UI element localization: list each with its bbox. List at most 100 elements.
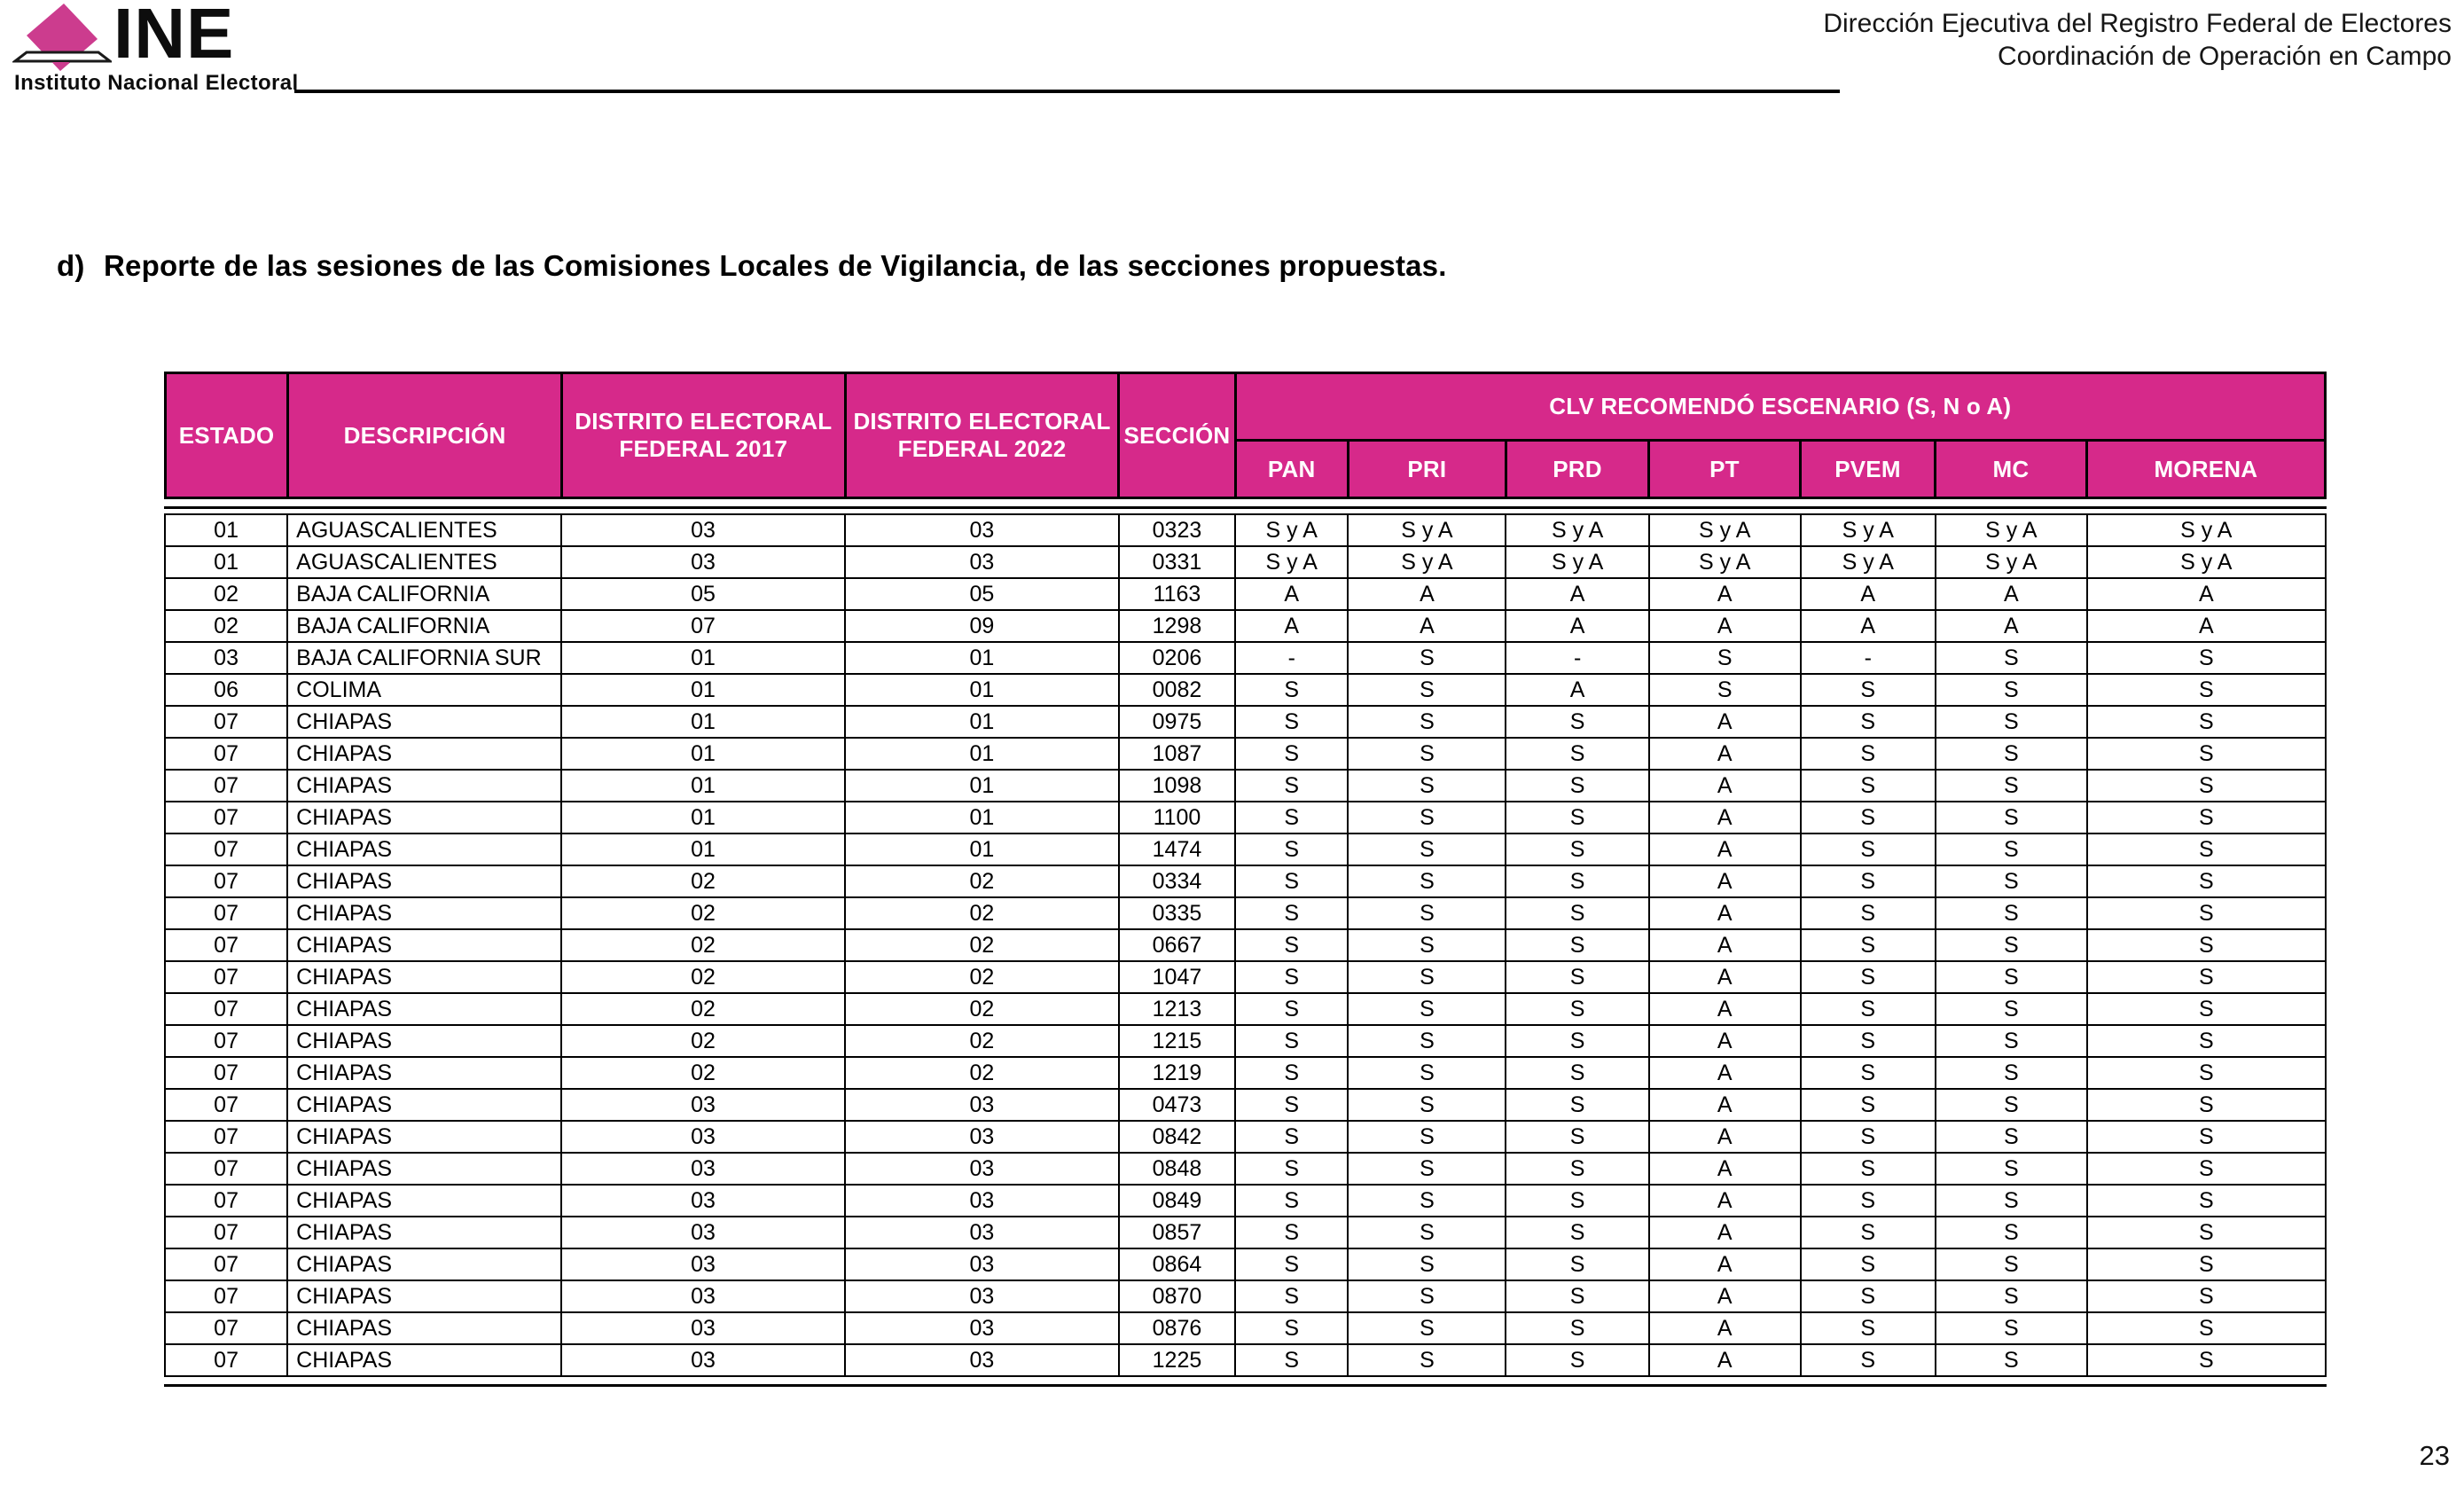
table-cell: S	[2085, 673, 2327, 707]
table-cell: 1225	[1117, 1343, 1237, 1377]
cell-descripcion: AGUASCALIENTES	[286, 545, 563, 579]
cell-descripcion: CHIAPAS	[286, 1184, 563, 1217]
logo-name: Instituto Nacional Electoral	[14, 71, 299, 95]
table-cell: 02	[560, 896, 846, 930]
table-cell: 02	[163, 577, 289, 611]
table-cell: S	[1347, 641, 1507, 675]
table-cell: S	[1799, 769, 1937, 802]
table-cell: S y A	[2085, 513, 2327, 547]
table-cell: A	[1647, 705, 1802, 739]
table-row: 07 CHIAPAS 03 03 0842 S S S A S S S	[163, 1120, 2327, 1154]
table-cell: S	[1799, 1280, 1937, 1313]
col-header-estado: ESTADO	[163, 372, 290, 499]
table-cell: 03	[843, 1216, 1120, 1249]
table-cell: S	[1505, 1311, 1650, 1345]
table-cell: 01	[843, 641, 1120, 675]
table-cell: S	[1505, 1024, 1650, 1058]
table-cell: S	[1234, 960, 1349, 994]
table-cell: A	[2085, 577, 2327, 611]
table-cell: 03	[843, 513, 1120, 547]
cell-descripcion: CHIAPAS	[286, 705, 563, 739]
table-cell: S	[1799, 737, 1937, 771]
table-cell: 07	[163, 801, 289, 834]
table-cell: S	[1799, 1216, 1937, 1249]
logo-acronym: INE	[113, 0, 235, 73]
table-cell: S	[1799, 1248, 1937, 1281]
table-cell: A	[1505, 609, 1650, 643]
table-cell: 01	[560, 705, 846, 739]
table-cell: S	[1234, 1280, 1349, 1313]
table-cell: A	[1647, 1343, 1802, 1377]
table-cell: S	[1234, 705, 1349, 739]
table-cell: S	[1505, 896, 1650, 930]
table-cell: 01	[843, 705, 1120, 739]
table-cell: 0876	[1117, 1311, 1237, 1345]
table-cell: S	[1799, 992, 1937, 1026]
table-cell: 03	[843, 1184, 1120, 1217]
table-cell: S	[1935, 1120, 2088, 1154]
table-cell: S	[1347, 928, 1507, 962]
table-cell: S	[2085, 705, 2327, 739]
col-header-pan: PAN	[1233, 439, 1349, 499]
table-cell: S	[1799, 896, 1937, 930]
table-cell: 05	[560, 577, 846, 611]
table-cell: 03	[163, 641, 289, 675]
table-cell: S	[1234, 801, 1349, 834]
table-cell: S	[1799, 1120, 1937, 1154]
col-header-pri: PRI	[1346, 439, 1507, 499]
table-cell: 1474	[1117, 833, 1237, 866]
table-cell: 0864	[1117, 1248, 1237, 1281]
table-cell: A	[1647, 737, 1802, 771]
cell-descripcion: CHIAPAS	[286, 833, 563, 866]
table-cell: S	[2085, 769, 2327, 802]
table-cell: S	[1347, 737, 1507, 771]
table-row: 07 CHIAPAS 03 03 0870 S S S A S S S	[163, 1280, 2327, 1313]
cell-descripcion: CHIAPAS	[286, 1311, 563, 1345]
table-row: 07 CHIAPAS 02 02 0335 S S S A S S S	[163, 896, 2327, 930]
table-cell: S	[1505, 737, 1650, 771]
table-cell: 01	[843, 833, 1120, 866]
table-cell: S	[1347, 1248, 1507, 1281]
table-cell: S y A	[1935, 545, 2088, 579]
table-cell: S	[1505, 1120, 1650, 1154]
table-cell: 07	[163, 705, 289, 739]
table-cell: S	[1234, 928, 1349, 962]
table-cell: S	[1799, 801, 1937, 834]
table-row: 07 CHIAPAS 02 02 1047 S S S A S S S	[163, 960, 2327, 994]
table-cell: S	[1234, 1311, 1349, 1345]
table-cell: 03	[560, 1248, 846, 1281]
table-cell: 03	[843, 1343, 1120, 1377]
table-row: 07 CHIAPAS 02 02 1213 S S S A S S S	[163, 992, 2327, 1026]
table-cell: S	[2085, 992, 2327, 1026]
table-cell: 1215	[1117, 1024, 1237, 1058]
table-cell: A	[1647, 801, 1802, 834]
table-cell: S	[1347, 896, 1507, 930]
table-cell: S	[1347, 673, 1507, 707]
table-cell: S	[1799, 1343, 1937, 1377]
table-cell: 07	[163, 896, 289, 930]
table-cell: 01	[163, 513, 289, 547]
table-cell: 1047	[1117, 960, 1237, 994]
table-cell: A	[1647, 1152, 1802, 1186]
table-cell: S	[1234, 833, 1349, 866]
table-cell: S	[1935, 992, 2088, 1026]
table-cell: S	[2085, 1184, 2327, 1217]
table-cell: S	[1935, 801, 2088, 834]
table-cell: S	[1935, 1056, 2088, 1090]
table-cell: S	[1347, 1311, 1507, 1345]
table-cell: 0849	[1117, 1184, 1237, 1217]
table-cell: 03	[560, 1280, 846, 1313]
table-cell: S	[1505, 801, 1650, 834]
table-cell: S	[1935, 1248, 2088, 1281]
table-cell: 0667	[1117, 928, 1237, 962]
table-cell: 1087	[1117, 737, 1237, 771]
col-header-morena: MORENA	[2085, 439, 2327, 499]
cell-descripcion: BAJA CALIFORNIA	[286, 577, 563, 611]
cell-descripcion: CHIAPAS	[286, 1343, 563, 1377]
col-header-pvem: PVEM	[1798, 439, 1937, 499]
table-cell: S	[1347, 1216, 1507, 1249]
table-row: 07 CHIAPAS 03 03 0857 S S S A S S S	[163, 1216, 2327, 1249]
table-cell: S	[1234, 1152, 1349, 1186]
ballot-box-icon	[12, 4, 112, 71]
table-cell: 03	[843, 1280, 1120, 1313]
